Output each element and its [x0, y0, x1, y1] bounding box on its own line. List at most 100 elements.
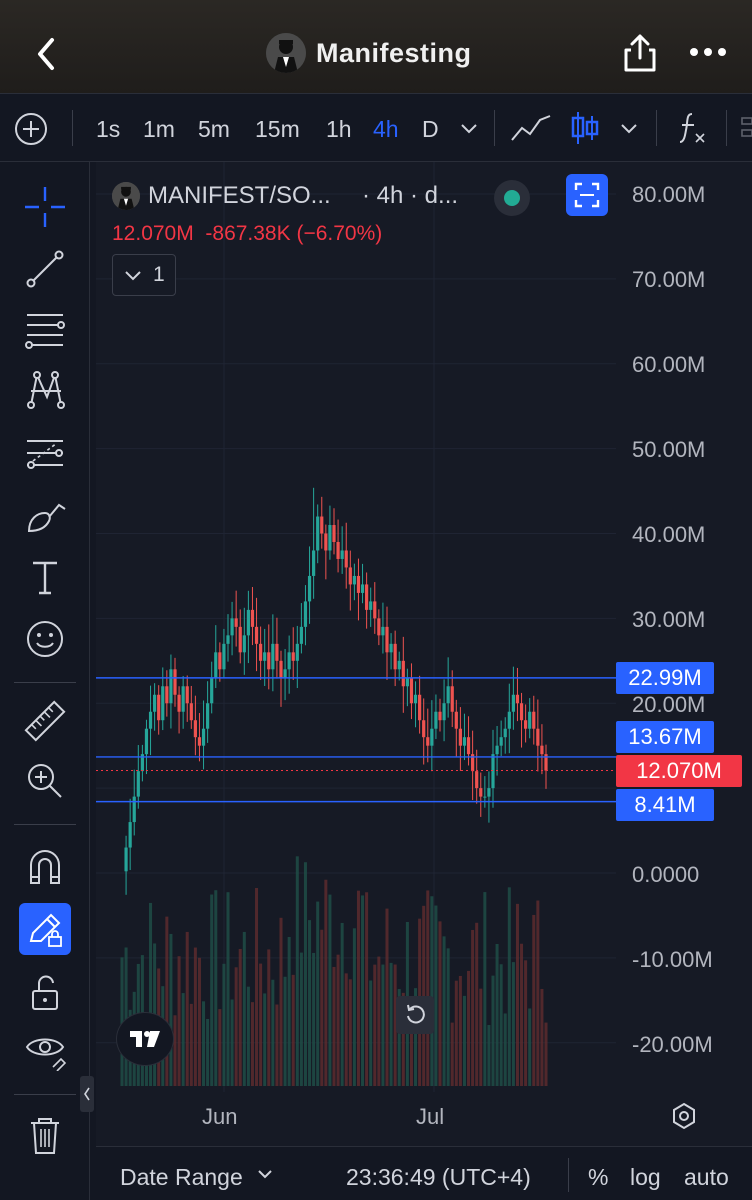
- volume-bar: [426, 890, 430, 1086]
- volume-bar: [259, 963, 263, 1086]
- volume-bar: [528, 1008, 532, 1086]
- hline-price-tag[interactable]: 22.99M: [616, 662, 714, 694]
- emoji-icon[interactable]: [18, 612, 72, 666]
- visibility-eye-icon[interactable]: [18, 1022, 72, 1076]
- current-time[interactable]: 23:36:49 (UTC+4): [346, 1164, 531, 1190]
- volume-bar: [536, 900, 540, 1086]
- candle-body: [369, 601, 373, 610]
- add-plus-icon[interactable]: [14, 112, 48, 146]
- volume-bar: [401, 992, 405, 1086]
- candle-body: [524, 720, 528, 729]
- volume-bar: [454, 980, 458, 1086]
- timeframe-5m[interactable]: 5m: [198, 116, 230, 142]
- overflow-icon[interactable]: [736, 116, 752, 140]
- percent-scale-toggle[interactable]: %: [588, 1164, 609, 1190]
- magnet-icon[interactable]: [18, 840, 72, 894]
- date-range-chevron-down-icon[interactable]: [256, 1168, 274, 1182]
- ruler-icon[interactable]: [18, 694, 72, 748]
- volume-bar: [320, 929, 324, 1086]
- volume-bar: [328, 894, 332, 1086]
- candle-body: [234, 618, 238, 627]
- timeframe-4h[interactable]: 4h: [373, 116, 399, 142]
- candle-body: [393, 643, 397, 670]
- date-range-button[interactable]: Date Range: [120, 1164, 243, 1190]
- volume-bar: [226, 892, 230, 1086]
- volume-bar: [283, 976, 287, 1086]
- volume-bar: [312, 952, 316, 1086]
- volume-bar: [308, 920, 312, 1086]
- volume-bar: [185, 931, 189, 1086]
- auto-scale-toggle[interactable]: auto: [684, 1164, 729, 1190]
- timeframe-d[interactable]: D: [422, 116, 439, 142]
- volume-bar: [202, 1001, 206, 1086]
- candle-body: [144, 728, 149, 755]
- candle-body: [259, 643, 263, 661]
- timeframe-15m[interactable]: 15m: [255, 116, 300, 142]
- fullscreen-icon[interactable]: [566, 174, 608, 216]
- indicators-fx-icon[interactable]: [676, 108, 710, 148]
- candle-body: [430, 728, 434, 746]
- more-options-icon[interactable]: [688, 44, 728, 60]
- reset-chart-icon[interactable]: [396, 996, 434, 1034]
- tradingview-logo[interactable]: [116, 1012, 174, 1066]
- candle-body: [140, 754, 144, 772]
- candle-body: [483, 796, 487, 798]
- volume-bar: [271, 979, 275, 1086]
- volume-bar: [434, 905, 438, 1086]
- prediction-tool-icon[interactable]: [18, 426, 72, 480]
- timeframe-chevron-down-icon[interactable]: [458, 118, 480, 138]
- sidebar-collapse-handle[interactable]: [80, 1076, 94, 1112]
- legend-count: 1: [153, 263, 165, 286]
- volume-bar: [193, 947, 197, 1086]
- timeframe-1m[interactable]: 1m: [143, 116, 175, 142]
- chart-type-chevron-down-icon[interactable]: [618, 118, 640, 138]
- candlestick-chart-icon[interactable]: [570, 110, 600, 146]
- candle-body: [462, 737, 467, 746]
- candle-body: [532, 711, 536, 729]
- legend-price-values: 12.070M -867.38K (−6.70%): [112, 222, 383, 245]
- volume-bar: [467, 970, 471, 1086]
- trend-line-icon[interactable]: [18, 242, 72, 296]
- volume-bar: [214, 890, 218, 1086]
- toolbar-divider: [72, 110, 73, 146]
- volume-bar: [365, 892, 369, 1086]
- chart-pane[interactable]: [96, 162, 752, 1146]
- volume-bar: [507, 887, 511, 1086]
- volume-bar: [316, 901, 320, 1086]
- share-icon[interactable]: [622, 32, 658, 74]
- line-chart-icon[interactable]: [510, 112, 552, 144]
- candle-body: [226, 635, 230, 644]
- footer-divider: [568, 1158, 569, 1192]
- text-tool-icon[interactable]: [18, 550, 72, 604]
- volume-bar: [332, 966, 336, 1086]
- log-scale-toggle[interactable]: log: [630, 1164, 661, 1190]
- pattern-tool-icon[interactable]: [18, 362, 72, 416]
- back-icon[interactable]: [30, 34, 62, 74]
- legend-collapse-button[interactable]: 1: [112, 254, 176, 296]
- candle-body: [148, 711, 153, 729]
- fib-retracement-icon[interactable]: [18, 302, 72, 356]
- candle-body: [210, 677, 214, 704]
- candle-body: [246, 609, 250, 636]
- candle-body: [397, 660, 401, 670]
- trash-icon[interactable]: [18, 1108, 72, 1162]
- candle-body: [356, 575, 361, 593]
- volume-bar: [324, 879, 328, 1086]
- hline-price-tag[interactable]: 8.41M: [616, 789, 714, 821]
- hline-price-tag[interactable]: 13.67M: [616, 721, 714, 753]
- brush-icon[interactable]: [18, 490, 72, 544]
- candle-body: [128, 822, 132, 848]
- volume-bar: [344, 973, 348, 1086]
- timeframe-1h[interactable]: 1h: [326, 116, 352, 142]
- chart-settings-gear-icon[interactable]: [670, 1102, 698, 1130]
- candle-body: [324, 533, 328, 551]
- symbol-name[interactable]: MANIFEST/SO...: [148, 182, 331, 209]
- timeframe-1s[interactable]: 1s: [96, 116, 121, 142]
- volume-bar: [409, 1007, 413, 1086]
- market-status-indicator[interactable]: [494, 180, 530, 216]
- unlock-icon[interactable]: [18, 966, 72, 1020]
- crosshair-icon[interactable]: [18, 180, 72, 234]
- zoom-in-icon[interactable]: [18, 754, 72, 808]
- candle-body: [446, 686, 450, 704]
- lock-drawing-mode-icon[interactable]: [19, 903, 71, 955]
